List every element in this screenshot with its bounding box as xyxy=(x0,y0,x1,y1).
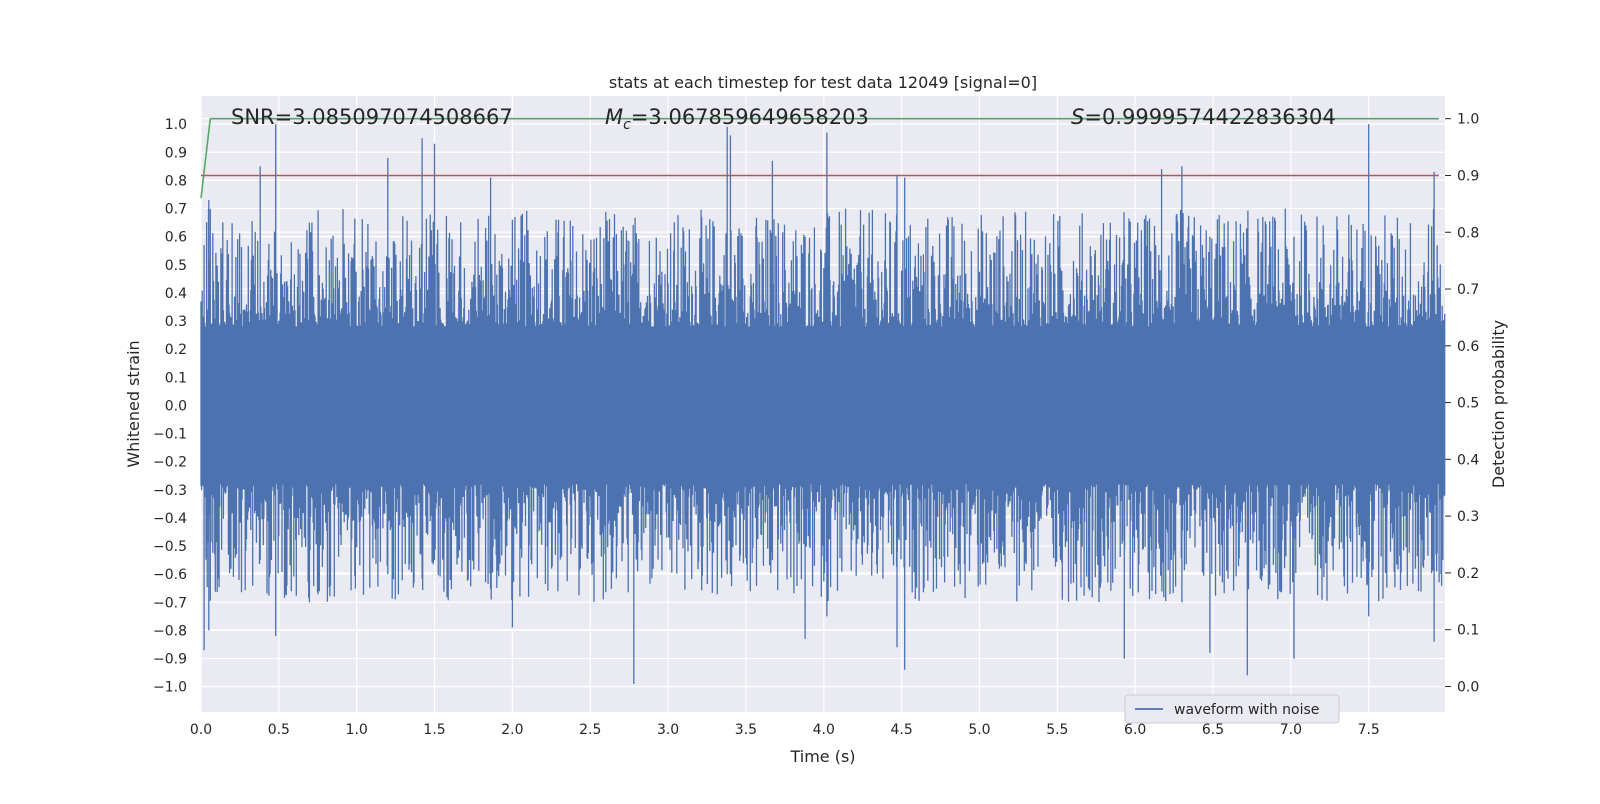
y-right-tick-label: 0.2 xyxy=(1457,566,1479,582)
y-tick-label: 0.2 xyxy=(165,342,187,358)
y-tick-label: −0.1 xyxy=(153,427,187,443)
y-axis-label-right: Detection probability xyxy=(1489,320,1508,488)
chirp-mass-symbol: M xyxy=(605,105,623,129)
chirp-mass-annotation: Mc=3.067859649658203 xyxy=(605,105,869,133)
y-tick-label: 0.3 xyxy=(165,314,187,330)
chart-title: stats at each timestep for test data 120… xyxy=(609,73,1037,92)
x-tick-label: 5.5 xyxy=(1046,722,1068,738)
x-tick-label: 4.5 xyxy=(890,722,912,738)
y-axis-label: Whitened strain xyxy=(124,340,143,467)
waveform-series xyxy=(200,124,1446,684)
y-right-tick-label: 0.8 xyxy=(1457,225,1479,241)
y-right-tick-label: 0.3 xyxy=(1457,509,1479,525)
y-tick-label: −0.4 xyxy=(153,511,187,527)
y-right-tick-label: 0.7 xyxy=(1457,282,1479,298)
x-tick-label: 7.0 xyxy=(1280,722,1302,738)
y-tick-label: −0.7 xyxy=(153,595,187,611)
legend: waveform with noise xyxy=(1124,694,1340,724)
chirp-mass-subscript: c xyxy=(623,117,631,133)
s-annotation: S=0.9999574422836304 xyxy=(1071,105,1336,129)
y-right-tick-label: 0.1 xyxy=(1457,623,1479,639)
axis-ticks: 0.0 0.5 1.0 1.5 2.0 2.5 3.0 3.5 4.0 4.5 5.0 5.5 6.0 6… xyxy=(153,112,1479,738)
y-right-tick-label: 0.6 xyxy=(1457,339,1479,355)
y-right-tick-label: 1.0 xyxy=(1457,112,1479,128)
y-tick-label: −0.3 xyxy=(153,483,187,499)
waveform-line xyxy=(200,124,1446,684)
y-tick-label: 0.0 xyxy=(165,398,187,414)
y-tick-label: −0.5 xyxy=(153,539,187,555)
y-right-tick-label: 0.5 xyxy=(1457,396,1479,412)
x-tick-label: 4.0 xyxy=(813,722,835,738)
x-tick-label: 6.0 xyxy=(1124,722,1146,738)
x-tick-label: 1.0 xyxy=(346,722,368,738)
x-axis-label: Time (s) xyxy=(789,747,855,766)
chirp-mass-value: =3.067859649658203 xyxy=(631,105,869,129)
snr-annotation: SNR=3.085097074508667 xyxy=(231,105,513,129)
y-tick-label: 0.7 xyxy=(165,202,187,218)
s-symbol: S xyxy=(1071,105,1084,129)
x-tick-label: 1.5 xyxy=(423,722,445,738)
x-tick-label: 3.0 xyxy=(657,722,679,738)
y-tick-label: −0.2 xyxy=(153,455,187,471)
detection-probability-line xyxy=(200,117,1439,199)
legend-label: waveform with noise xyxy=(1174,702,1319,718)
x-tick-label: 7.5 xyxy=(1358,722,1380,738)
x-tick-label: 0.0 xyxy=(190,722,212,738)
y-tick-label: 0.6 xyxy=(165,230,187,246)
y-tick-label: −1.0 xyxy=(153,680,187,696)
probability-series xyxy=(200,117,1439,199)
legend-box xyxy=(1124,694,1340,724)
y-right-tick-label: 0.4 xyxy=(1457,452,1479,468)
x-tick-label: 2.0 xyxy=(501,722,523,738)
x-tick-label: 6.5 xyxy=(1202,722,1224,738)
y-right-tick-label: 0.0 xyxy=(1457,679,1479,695)
y-tick-label: 0.1 xyxy=(165,370,187,386)
y-tick-label: 0.9 xyxy=(165,145,187,161)
x-tick-label: 2.5 xyxy=(579,722,601,738)
x-tick-label: 0.5 xyxy=(268,722,290,738)
y-tick-label: 1.0 xyxy=(165,117,187,133)
s-value: =0.9999574422836304 xyxy=(1084,105,1335,129)
y-tick-label: −0.6 xyxy=(153,567,187,583)
y-tick-label: −0.9 xyxy=(153,652,187,668)
x-tick-label: 3.5 xyxy=(735,722,757,738)
x-tick-label: 5.0 xyxy=(968,722,990,738)
y-right-tick-label: 0.9 xyxy=(1457,168,1479,184)
y-tick-label: 0.4 xyxy=(165,286,187,302)
y-tick-label: 0.5 xyxy=(165,258,187,274)
y-tick-label: −0.8 xyxy=(153,623,187,639)
y-tick-label: 0.8 xyxy=(165,173,187,189)
